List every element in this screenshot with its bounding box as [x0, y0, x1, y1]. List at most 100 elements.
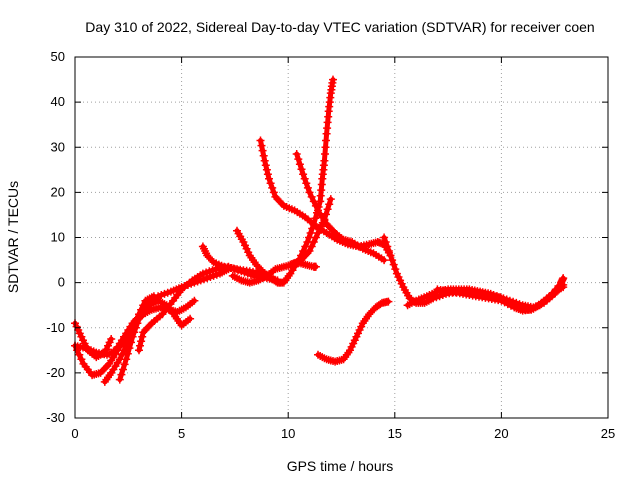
data-point	[305, 233, 313, 242]
data-point	[266, 179, 275, 188]
data-point	[297, 165, 306, 174]
data-point	[559, 283, 568, 292]
data-point	[314, 229, 322, 237]
data-point	[256, 136, 265, 145]
data-point	[326, 195, 335, 204]
data-point	[322, 210, 330, 219]
data-point	[269, 188, 278, 197]
data-point	[302, 179, 311, 188]
data-point	[391, 265, 400, 274]
y-tick-label: 50	[51, 49, 65, 64]
x-tick-label: 15	[388, 426, 402, 441]
data-point	[383, 242, 392, 251]
data-point	[260, 156, 269, 165]
data-point	[303, 183, 312, 192]
data-point	[120, 360, 129, 369]
data-point	[299, 170, 308, 179]
data-point	[208, 256, 216, 265]
data-point	[381, 238, 390, 246]
data-point	[137, 337, 146, 346]
data-point	[300, 174, 309, 183]
data-point	[133, 319, 142, 328]
data-point	[295, 160, 304, 169]
series-sat-n	[380, 233, 568, 312]
chart-title: Day 310 of 2022, Sidereal Day-to-day VTE…	[85, 19, 594, 35]
data-point	[386, 251, 395, 260]
x-tick-label: 0	[71, 426, 78, 441]
data-point	[311, 233, 320, 242]
y-tick-label: -20	[46, 365, 65, 380]
data-point	[306, 229, 315, 237]
axis-ticks: 0 5 10 15 20 25 -30 -20 -10 0 10 20 30 40 50	[46, 49, 615, 441]
series-trace	[315, 299, 391, 365]
data-point	[321, 150, 329, 158]
data-point	[265, 174, 273, 183]
data-point	[305, 188, 314, 197]
data-point	[559, 274, 568, 283]
data-point	[384, 247, 393, 255]
data-point	[309, 197, 318, 206]
data-point	[130, 328, 139, 337]
data-point	[322, 136, 330, 145]
data-point	[311, 201, 320, 210]
x-tick-label: 25	[601, 426, 615, 441]
data-point	[259, 151, 268, 160]
x-axis-label: GPS time / hours	[287, 458, 394, 474]
y-tick-label: -30	[46, 410, 65, 425]
data-point	[127, 338, 135, 347]
data-point	[320, 156, 329, 165]
data-point	[329, 75, 337, 84]
x-tick-label: 20	[494, 426, 508, 441]
data-point	[258, 146, 267, 155]
data-point	[309, 238, 318, 246]
data-point	[294, 155, 303, 164]
data-point	[122, 355, 131, 364]
data-point	[325, 200, 334, 209]
data-point	[138, 332, 147, 341]
series-sat-m	[314, 297, 393, 366]
y-tick-label: -10	[46, 320, 65, 335]
data-point	[75, 350, 84, 359]
data-point	[131, 323, 140, 332]
data-point	[190, 296, 199, 305]
grid	[75, 57, 608, 418]
data-point	[388, 256, 397, 265]
data-point	[119, 365, 127, 374]
y-tick-label: 0	[58, 275, 65, 290]
data-point	[389, 260, 398, 269]
y-tick-label: 20	[51, 184, 65, 199]
data-point	[123, 349, 132, 358]
series-sat-l	[286, 258, 320, 271]
y-tick-label: 40	[51, 94, 65, 109]
data-point	[380, 233, 389, 242]
data-point	[380, 256, 389, 265]
y-tick-label: 10	[51, 230, 65, 245]
data-point	[107, 335, 116, 343]
data-point	[115, 375, 124, 384]
data-point	[307, 192, 316, 201]
data-point	[307, 242, 316, 251]
data-point	[268, 183, 277, 192]
data-point	[323, 205, 332, 214]
data-point	[186, 314, 195, 323]
data-point	[117, 370, 126, 379]
data-point	[257, 141, 266, 150]
x-tick-label: 10	[281, 426, 295, 441]
data-point	[262, 165, 271, 174]
data-point	[77, 355, 86, 364]
data-point	[292, 150, 301, 158]
data-point	[311, 214, 320, 223]
y-axis-label: SDTVAR / TECUs	[5, 181, 21, 293]
y-tick-label: 30	[51, 139, 65, 154]
data-point	[228, 271, 237, 280]
series-sat-j	[292, 150, 389, 265]
data-point	[311, 262, 320, 271]
series-sat-h	[233, 75, 337, 287]
data-point	[125, 344, 134, 353]
data-point	[384, 297, 393, 306]
data-point	[261, 161, 270, 170]
data-point	[128, 332, 137, 341]
data-point	[136, 341, 144, 350]
data-point	[321, 143, 330, 152]
